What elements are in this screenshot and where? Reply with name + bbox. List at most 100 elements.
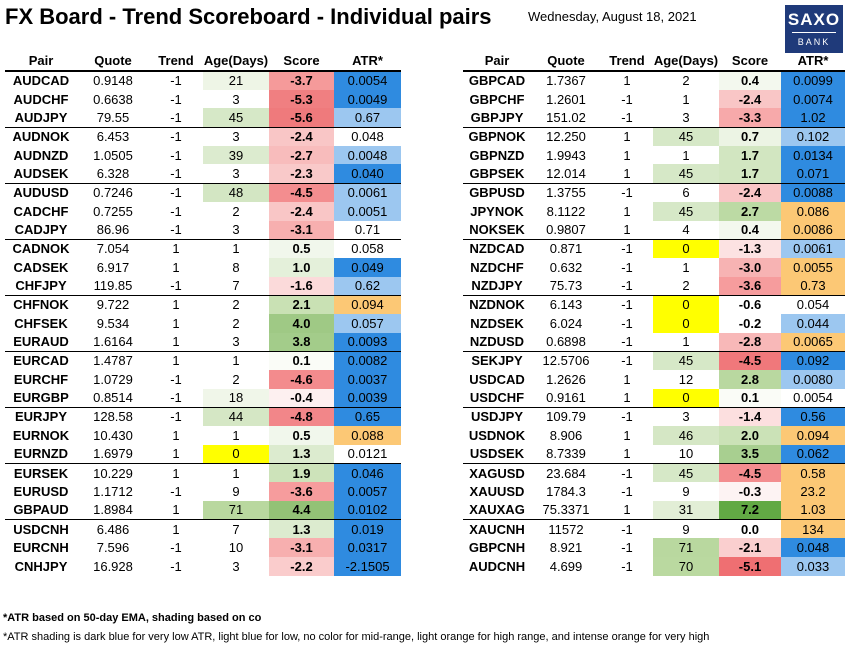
col-header-atr: ATR* [797,53,829,68]
cell-atr: 0.088 [334,426,401,445]
cell-trend: -1 [621,483,633,499]
col-header-age: Age(Days) [653,53,719,68]
cell-atr: 0.0086 [781,220,845,240]
cell-pair: CADCHF [13,203,69,219]
cell-trend: -1 [621,334,633,350]
cell-trend: 1 [623,371,631,387]
cell-age: 71 [653,538,719,557]
table-row: CADCHF 0.7255 -1 2 -2.4 0.0051 [5,201,401,221]
cell-quote: 1.9943 [546,147,586,163]
cell-age: 1 [232,465,240,481]
cell-quote: 9.722 [96,297,130,313]
cell-pair: GBPSEK [469,166,525,182]
cell-quote: 6.328 [96,166,130,182]
cell-quote: 8.7339 [546,446,586,462]
cell-pair: USDJPY [470,409,524,425]
cell-pair: CHFNOK [13,297,69,313]
cell-pair: NZDSEK [470,315,524,331]
cell-quote: 0.632 [549,259,583,275]
cell-score: 2.1 [269,295,334,314]
table-row: GBPCNH 8.921 -1 71 -2.1 0.048 [463,538,845,557]
cell-age: 48 [203,183,269,202]
logo-divider [792,32,836,33]
cell-atr: 0.048 [351,129,384,145]
cell-quote: 0.6898 [546,334,586,350]
cell-age: 6 [682,185,690,201]
table-row: SEKJPY 12.5706 -1 45 -4.5 0.092 [463,351,845,370]
cell-atr: 0.0048 [334,145,401,165]
table-row: AUDCAD 0.9148 -1 21 -3.7 0.0054 [5,71,401,90]
cell-pair: USDSEK [469,446,525,462]
cell-pair: AUDCAD [12,73,70,89]
cell-atr: 0.071 [781,164,845,184]
cell-trend: 1 [623,390,631,406]
cell-pair: XAUXAG [469,502,525,518]
cell-trend: -1 [621,409,633,425]
cell-age: 7 [232,521,240,537]
cell-age: 1 [682,91,690,107]
cell-score: -2.4 [269,127,334,146]
cell-pair: EURCHF [13,371,69,387]
scoreboard-table-right: Pair Quote Trend Age(Days) Score ATR* GB… [463,51,845,576]
table-row: USDCHF 0.9161 1 0 0.1 0.0054 [463,388,845,408]
cell-pair: AUDNZD [13,147,69,163]
col-header-atr: ATR* [352,53,383,68]
col-header-pair: Pair [28,53,54,68]
cell-age: 3 [232,166,240,182]
cell-age: 3 [232,129,240,145]
cell-quote: 7.054 [96,241,130,257]
cell-trend: -1 [621,241,633,257]
cell-pair: AUDJPY [14,109,68,125]
col-header-age: Age(Days) [203,53,269,68]
page-title: FX Board - Trend Scoreboard - Individual… [5,4,492,29]
cell-quote: 11572 [548,521,584,537]
cell-quote: 1.2601 [546,91,586,107]
cell-atr: 0.0054 [334,71,401,90]
cell-pair: GBPCAD [468,73,526,89]
table-row: CADSEK 6.917 1 8 1.0 0.049 [5,257,401,277]
table-row: NZDCAD 0.871 -1 0 -1.3 0.0061 [463,239,845,258]
cell-trend: 1 [623,502,631,518]
cell-quote: 12.014 [546,166,586,182]
cell-atr: 0.67 [334,108,401,128]
cell-age: 0 [653,313,719,333]
cell-atr: 0.0080 [781,370,845,389]
cell-quote: 8.906 [549,427,583,443]
cell-atr: 0.102 [781,127,845,146]
cell-quote: 1784.3 [546,483,586,499]
cell-atr: 0.0061 [781,239,845,258]
cell-score: 3.5 [719,444,781,464]
cell-age: 45 [653,164,719,184]
cell-age: 3 [232,222,240,238]
cell-trend: 1 [172,465,180,481]
cell-atr: 0.0082 [334,351,401,370]
table-row: NZDSEK 6.024 -1 0 -0.2 0.044 [463,313,845,333]
cell-trend: -1 [170,371,182,387]
cell-atr: 0.0061 [334,183,401,202]
cell-trend: 1 [623,203,631,219]
cell-atr: 0.71 [354,222,381,238]
cell-score: -3.0 [719,257,781,277]
cell-trend: -1 [170,129,182,145]
cell-quote: 0.9161 [546,390,586,406]
table-row: XAGUSD 23.684 -1 45 -4.5 0.58 [463,463,845,483]
cell-score: -2.7 [269,145,334,165]
col-header-quote: Quote [547,53,585,68]
table-row: CHFJPY 119.85 -1 7 -1.6 0.62 [5,276,401,296]
cell-score: -3.6 [719,276,781,296]
cell-trend: -1 [621,278,633,294]
cell-quote: 23.684 [546,465,586,481]
cell-quote: 0.9807 [546,222,586,238]
cell-quote: 79.55 [96,109,130,125]
cell-atr: 1.03 [781,500,845,520]
cell-age: 45 [653,201,719,221]
cell-atr: 0.58 [781,463,845,483]
report-date: Wednesday, August 18, 2021 [528,9,697,24]
cell-age: 45 [653,127,719,146]
cell-score: -0.4 [269,388,334,408]
footnote-atr-basis: *ATR based on 50-day EMA, shading based … [3,612,262,624]
cell-score: -1.6 [269,276,334,296]
table-row: NZDCHF 0.632 -1 1 -3.0 0.0055 [463,257,845,277]
cell-age: 4 [682,222,690,238]
cell-score: -3.3 [719,108,781,128]
